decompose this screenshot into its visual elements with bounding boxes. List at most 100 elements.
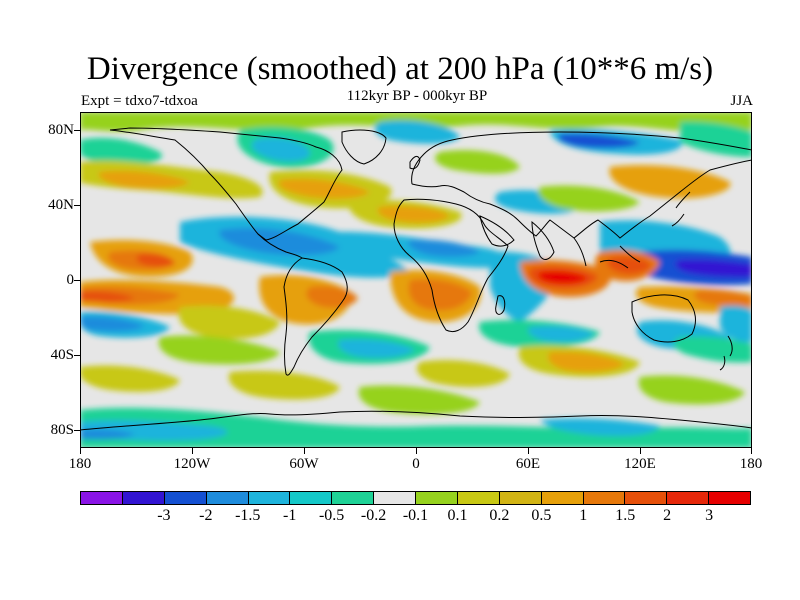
coastline-south-america bbox=[283, 257, 348, 376]
field-patch bbox=[278, 178, 370, 199]
colorbar-label: 0.1 bbox=[447, 507, 468, 524]
field-patch bbox=[408, 239, 480, 257]
field-patch bbox=[306, 286, 358, 308]
field-patch bbox=[528, 325, 595, 342]
coastline-japan bbox=[671, 191, 691, 227]
coastline-central-america bbox=[257, 233, 303, 259]
lat-label-80n: 80N bbox=[48, 122, 74, 138]
colorbar-segment bbox=[583, 492, 626, 504]
plot-title: Divergence (smoothed) at 200 hPa (10**6 … bbox=[86, 51, 714, 87]
coastline-australia bbox=[631, 294, 696, 343]
lat-tick bbox=[74, 430, 80, 431]
field-patch bbox=[80, 365, 180, 392]
coastline-antarctica bbox=[80, 410, 752, 431]
field-patch bbox=[435, 150, 520, 174]
field-patch bbox=[720, 305, 752, 343]
lon-tick bbox=[416, 448, 417, 454]
colorbar-label: -1.5 bbox=[235, 507, 261, 524]
field-patch bbox=[408, 279, 472, 311]
field-patch bbox=[80, 429, 135, 440]
field-patch bbox=[228, 370, 340, 400]
field-patch bbox=[673, 336, 752, 363]
colorbar-segment bbox=[248, 492, 291, 504]
field-patch bbox=[607, 256, 652, 274]
lat-tick bbox=[74, 130, 80, 131]
coastline-arabia bbox=[479, 215, 515, 247]
field-patch bbox=[548, 351, 625, 372]
field-patch bbox=[540, 418, 660, 436]
field-patch bbox=[416, 360, 510, 387]
colorbar-label: -1 bbox=[283, 507, 297, 524]
lon-label-180w: 180 bbox=[68, 456, 92, 472]
lat-tick bbox=[74, 280, 80, 281]
field-patch bbox=[538, 185, 640, 212]
period-label: 112kyr BP - 000kyr BP bbox=[346, 88, 488, 104]
field-patch bbox=[675, 259, 752, 278]
field-patch bbox=[694, 289, 752, 307]
lon-label-0: 0 bbox=[412, 456, 420, 472]
colorbar-segment bbox=[457, 492, 500, 504]
colorbar-label: 1 bbox=[579, 507, 588, 524]
lat-tick bbox=[74, 355, 80, 356]
lon-tick bbox=[80, 448, 81, 454]
field-patch bbox=[680, 121, 752, 157]
field-patch bbox=[158, 335, 280, 365]
colorbar-label: 1.5 bbox=[615, 507, 636, 524]
colorbar-label: 0.2 bbox=[489, 507, 510, 524]
lon-tick bbox=[640, 448, 641, 454]
lon-tick bbox=[751, 448, 752, 454]
field-patch bbox=[80, 137, 162, 165]
lat-label-40s: 40S bbox=[50, 347, 74, 363]
field-patch bbox=[338, 339, 415, 358]
field-patch bbox=[80, 316, 145, 332]
lon-label-120e: 120E bbox=[624, 456, 656, 472]
coastline-new-zealand bbox=[719, 335, 733, 371]
experiment-label: Expt = tdxo7-tdxoa bbox=[81, 93, 198, 109]
lon-label-180e: 180 bbox=[739, 456, 763, 472]
colorbar-segment bbox=[667, 492, 710, 504]
colorbar-label: -0.2 bbox=[360, 507, 387, 524]
field-patch bbox=[377, 206, 450, 223]
lon-tick bbox=[304, 448, 305, 454]
coastline-north-america bbox=[109, 127, 343, 241]
lat-label-40n: 40N bbox=[48, 197, 74, 213]
colorbar-segment bbox=[290, 492, 333, 504]
lon-tick bbox=[528, 448, 529, 454]
field-patch bbox=[374, 120, 460, 144]
coastline-india bbox=[531, 220, 555, 260]
lon-label-60w: 60W bbox=[289, 456, 319, 472]
coastline-southeast-asia bbox=[573, 237, 641, 269]
field-patch bbox=[558, 133, 640, 149]
coastline-uk bbox=[409, 155, 421, 170]
coastline-madagascar bbox=[495, 295, 506, 315]
colorbar-label: 3 bbox=[705, 507, 714, 524]
colorbar-segment bbox=[499, 492, 542, 504]
field-patch bbox=[538, 270, 588, 284]
lat-label-eq: 0 bbox=[66, 272, 75, 288]
colorbar-label: -0.5 bbox=[318, 507, 345, 524]
coastline-greenland bbox=[341, 129, 387, 165]
field-patch bbox=[251, 137, 311, 162]
colorbar bbox=[80, 491, 751, 505]
colorbar-label: -2 bbox=[199, 507, 213, 524]
colorbar-label: -3 bbox=[157, 507, 171, 524]
colorbar-label: -0.1 bbox=[402, 507, 429, 524]
divergence-field-map bbox=[80, 112, 752, 448]
field-patch bbox=[609, 165, 731, 199]
colorbar-segment bbox=[709, 492, 750, 504]
colorbar-label: 0.5 bbox=[531, 507, 552, 524]
colorbar-segment bbox=[122, 492, 165, 504]
field-patch bbox=[136, 253, 175, 267]
field-patch bbox=[80, 407, 752, 448]
colorbar-segment bbox=[81, 492, 123, 504]
coastline-africa bbox=[393, 198, 509, 333]
lat-label-80s: 80S bbox=[50, 422, 74, 438]
field-patch bbox=[178, 305, 280, 339]
lon-label-60e: 60E bbox=[515, 456, 541, 472]
colorbar-segment bbox=[206, 492, 249, 504]
field-patch bbox=[358, 385, 480, 415]
colorbar-segment bbox=[625, 492, 668, 504]
colorbar-label: 2 bbox=[663, 507, 672, 524]
colorbar-segment bbox=[541, 492, 584, 504]
lon-label-120w: 120W bbox=[173, 456, 211, 472]
